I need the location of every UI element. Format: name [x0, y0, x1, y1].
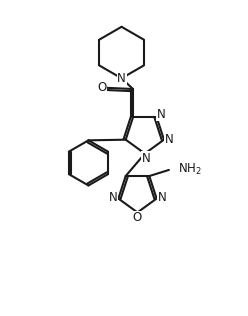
Text: N: N	[142, 151, 151, 165]
Text: NH$_2$: NH$_2$	[178, 162, 201, 178]
Text: O: O	[97, 81, 106, 94]
Text: O: O	[133, 211, 142, 224]
Text: N: N	[157, 108, 165, 121]
Text: N: N	[165, 133, 174, 146]
Text: N: N	[158, 191, 166, 204]
Text: N: N	[117, 72, 126, 85]
Text: N: N	[109, 191, 117, 204]
